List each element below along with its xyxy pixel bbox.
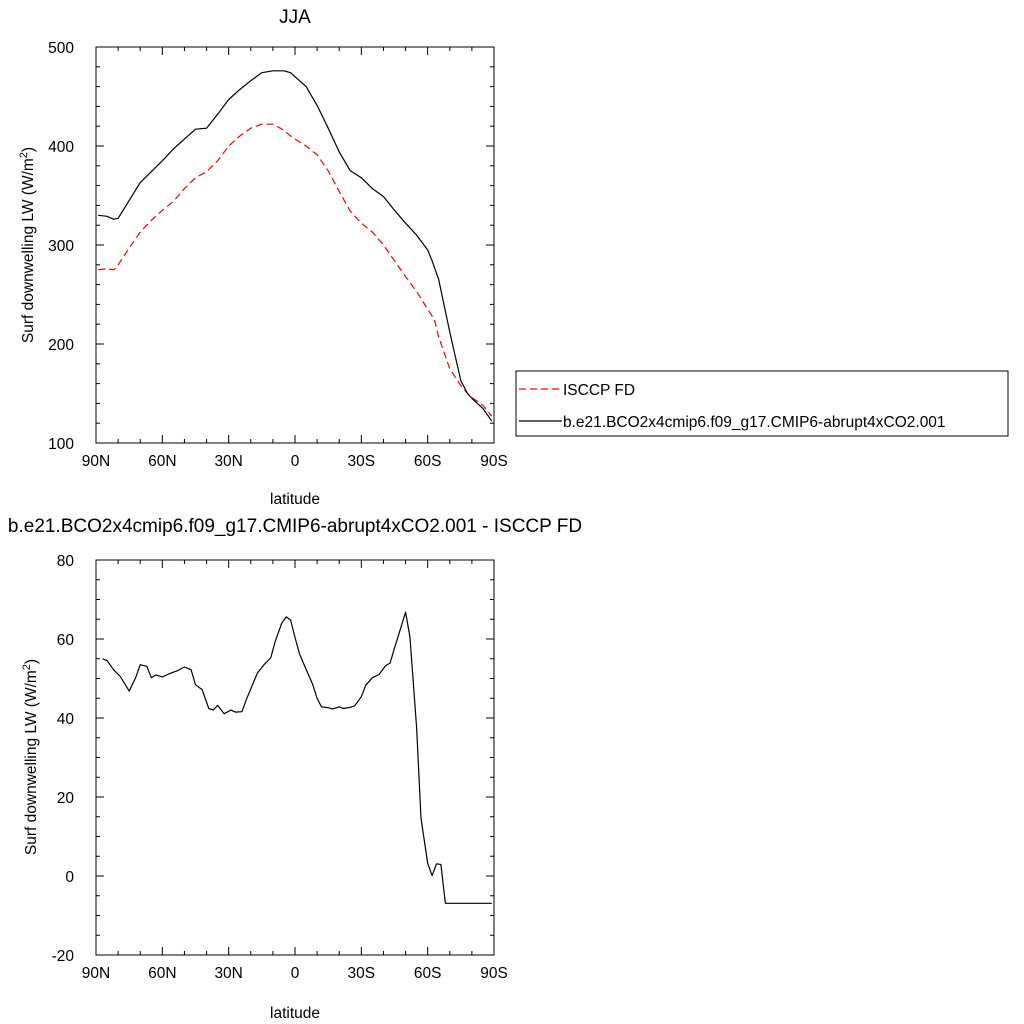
- top-panel: JJA 90N 60N 30N 0 30S 60S 90S 100 200 300 400 500 l…: [18, 7, 508, 508]
- y-tick-label: -20: [52, 948, 75, 965]
- y-tick-label: 300: [48, 238, 74, 255]
- series-line-0: [98, 123, 493, 417]
- legend-label-model: b.e21.BCO2x4cmip6.f09_g17.CMIP6-abrupt4x…: [563, 414, 946, 431]
- bottom-x-axis-label: latitude: [270, 1005, 320, 1022]
- top-axes: 90N 60N 30N 0 30S 60S 90S 100 200 300 400 500: [48, 40, 508, 470]
- bottom-panel: b.e21.BCO2x4cmip6.f09_g17.CMIP6-abrupt4x…: [8, 516, 582, 1022]
- x-tick-label: 60N: [148, 453, 176, 470]
- plot-frame: [95, 46, 495, 444]
- x-tick-label: 60N: [148, 965, 176, 982]
- legend: ISCCP FD b.e21.BCO2x4cmip6.f09_g17.CMIP6…: [515, 370, 1009, 437]
- bottom-series-lines: [102, 611, 492, 904]
- top-x-axis-label: latitude: [270, 491, 320, 508]
- bottom-chart-title: b.e21.BCO2x4cmip6.f09_g17.CMIP6-abrupt4x…: [8, 516, 582, 537]
- y-tick-label: 20: [57, 790, 75, 807]
- x-tick-label: 60S: [414, 453, 442, 470]
- y-tick-label: 60: [57, 632, 75, 649]
- x-tick-label: 0: [291, 453, 300, 470]
- top-y-axis-label: Surf downwelling LW (W/m2): [18, 147, 37, 343]
- x-tick-label: 30S: [348, 965, 376, 982]
- y-tick-label: 200: [48, 337, 74, 354]
- y-tick-label: 400: [48, 139, 74, 156]
- y-tick-label: 40: [57, 711, 75, 728]
- top-series-lines: [98, 70, 493, 422]
- legend-box: [515, 370, 1009, 437]
- plot-frame: [95, 559, 495, 956]
- x-tick-label: 90S: [480, 965, 508, 982]
- x-tick-label: 30N: [214, 965, 242, 982]
- y-tick-label: 500: [48, 40, 74, 57]
- top-chart-title: JJA: [279, 7, 311, 28]
- x-tick-label: 90S: [480, 453, 508, 470]
- series-line-0: [102, 611, 492, 904]
- x-tick-label: 60S: [414, 965, 442, 982]
- x-tick-label: 90N: [82, 965, 110, 982]
- x-tick-label: 30N: [214, 453, 242, 470]
- x-tick-label: 0: [291, 965, 300, 982]
- legend-label-isccp: ISCCP FD: [563, 382, 635, 399]
- bottom-y-axis-label: Surf downwelling LW (W/m2): [21, 659, 40, 855]
- y-tick-label: 0: [65, 869, 74, 886]
- bottom-axes: 90N 60N 30N 0 30S 60S 90S -20 0 20 40 60 80: [52, 553, 508, 982]
- y-tick-label: 80: [57, 553, 75, 570]
- series-line-1: [98, 70, 493, 422]
- x-tick-label: 30S: [348, 453, 376, 470]
- x-tick-label: 90N: [82, 453, 110, 470]
- y-tick-label: 100: [48, 436, 74, 453]
